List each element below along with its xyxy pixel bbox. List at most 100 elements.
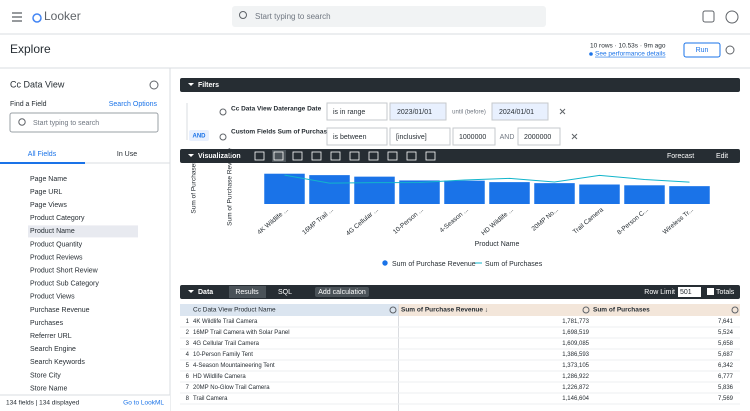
viz-type-icon[interactable] [273, 151, 284, 161]
viz-type-icon[interactable] [254, 151, 265, 161]
bar [579, 184, 620, 204]
x-axis-title: Product Name [475, 241, 520, 248]
column-gear[interactable] [731, 306, 739, 314]
cell: 16MP Trail Camera with Solar Panel [193, 330, 290, 336]
add-calculation-button[interactable] [315, 287, 369, 297]
forecast[interactable]: Forecast [667, 153, 694, 160]
field-item[interactable]: Product Category [30, 215, 85, 222]
account-icon[interactable] [725, 10, 739, 24]
cell: 5,524 [718, 330, 734, 336]
global-search[interactable] [232, 6, 546, 27]
lookml-link[interactable]: Go to LookML [123, 400, 164, 407]
bar [399, 180, 440, 204]
row-limit: 501 [680, 289, 692, 296]
run-button[interactable] [683, 42, 721, 58]
field-item[interactable]: Product Reviews [30, 254, 83, 261]
viz-type-icon[interactable] [406, 151, 417, 161]
filter-field: Custom Fields Sum of Purchase Revenue [231, 129, 360, 136]
help-icon[interactable] [702, 10, 715, 23]
column-header[interactable]: Sum of Purchases [593, 307, 650, 314]
cell: 4K Wildlife Trail Camera [193, 319, 258, 325]
field-item[interactable]: Search Engine [30, 346, 76, 353]
row-limit-input[interactable] [678, 287, 701, 297]
column-gear[interactable] [389, 306, 397, 314]
field-item[interactable]: Page Views [30, 202, 67, 209]
field-item[interactable]: Product Short Review [30, 268, 99, 275]
field-item[interactable]: Product Name [30, 228, 75, 235]
row-number: 6 [186, 374, 190, 380]
operator-select[interactable] [326, 127, 388, 146]
cell: 20MP No-Glow Trail Camera [193, 385, 270, 391]
tab[interactable]: In Use [117, 151, 137, 158]
data-title: Data [198, 289, 213, 296]
edit[interactable]: Edit [716, 153, 728, 160]
value-input[interactable] [452, 127, 496, 146]
filters-title: Filters [198, 82, 219, 89]
logo[interactable]: Looker [44, 9, 81, 23]
totals-checkbox[interactable] [707, 288, 714, 295]
visualization-bar[interactable] [180, 149, 740, 163]
view-title: Cc Data View [10, 79, 65, 89]
tab[interactable]: SQL [278, 289, 292, 296]
field-item[interactable]: Store Name [30, 385, 67, 392]
viz-type-icon[interactable] [349, 151, 360, 161]
viz-type-icon[interactable] [330, 151, 341, 161]
cell: 1,386,593 [562, 352, 589, 358]
operator-select[interactable] [326, 102, 388, 121]
settings-icon[interactable] [725, 45, 735, 55]
filter-separator: until (before) [452, 110, 486, 116]
bar [534, 183, 575, 204]
remove-filter[interactable] [559, 108, 566, 115]
column-header[interactable]: Sum of Purchase Revenue ↓ [401, 307, 488, 314]
conjunction-chip[interactable] [189, 130, 209, 141]
y2-axis-title: Sum of Purchases [191, 160, 198, 214]
viz-type-icon[interactable] [425, 151, 436, 161]
search-options[interactable]: Search Options [109, 101, 158, 108]
filters-bar[interactable] [180, 78, 740, 92]
field-item[interactable]: Purchases [30, 320, 64, 327]
bar [669, 186, 710, 204]
active-tab [229, 286, 266, 298]
filter-mode: [inclusive] [396, 134, 427, 141]
field-item[interactable]: Product Views [30, 294, 75, 301]
performance-link[interactable]: See performance details [595, 51, 666, 58]
remove-filter[interactable] [571, 133, 578, 140]
value-input[interactable] [517, 127, 561, 146]
menu-icon[interactable] [12, 12, 22, 22]
field-item[interactable]: Product Sub Category [30, 281, 99, 288]
filter-operator: is in range [333, 109, 365, 116]
date-input[interactable] [389, 102, 447, 121]
field-item[interactable]: Search Keywords [30, 359, 85, 366]
run-label: Run [696, 47, 709, 54]
row-number: 4 [186, 352, 190, 358]
field-item[interactable]: Purchase Revenue [30, 307, 90, 314]
collapse-icon[interactable] [149, 80, 159, 90]
row-number: 8 [186, 396, 190, 402]
row-number: 5 [186, 363, 190, 369]
tab[interactable]: All Fields [28, 151, 57, 158]
viz-type-icon[interactable] [387, 151, 398, 161]
column-gear[interactable] [582, 306, 590, 314]
date-input[interactable] [491, 102, 549, 121]
column-header[interactable]: Cc Data View Product Name [193, 307, 276, 314]
viz-type-icon[interactable] [292, 151, 303, 161]
field-item[interactable]: Referrer URL [30, 333, 72, 340]
tab[interactable]: Results [235, 289, 259, 296]
viz-type-icon[interactable] [311, 151, 322, 161]
y-axis-title: Sum of Purchase Revenue [227, 148, 234, 226]
field-search[interactable] [9, 112, 159, 133]
field-count: 134 fields | 134 displayed [6, 400, 80, 407]
field-item[interactable]: Page URL [30, 189, 62, 196]
x-tick-label: HD Wildlife ... [480, 206, 515, 237]
field-item[interactable]: Store City [30, 372, 61, 379]
x-tick-label: 4K Wildlife ... [256, 206, 290, 236]
mode-select[interactable] [389, 127, 451, 146]
legend-label: Sum of Purchases [485, 261, 543, 268]
field-search-placeholder: Start typing to search [33, 120, 99, 127]
add-calculation: Add calculation [318, 289, 366, 296]
field-item[interactable]: Product Quantity [30, 241, 83, 248]
viz-type-icon[interactable] [368, 151, 379, 161]
field-item[interactable]: Page Name [30, 176, 67, 183]
row-number: 1 [186, 319, 190, 325]
